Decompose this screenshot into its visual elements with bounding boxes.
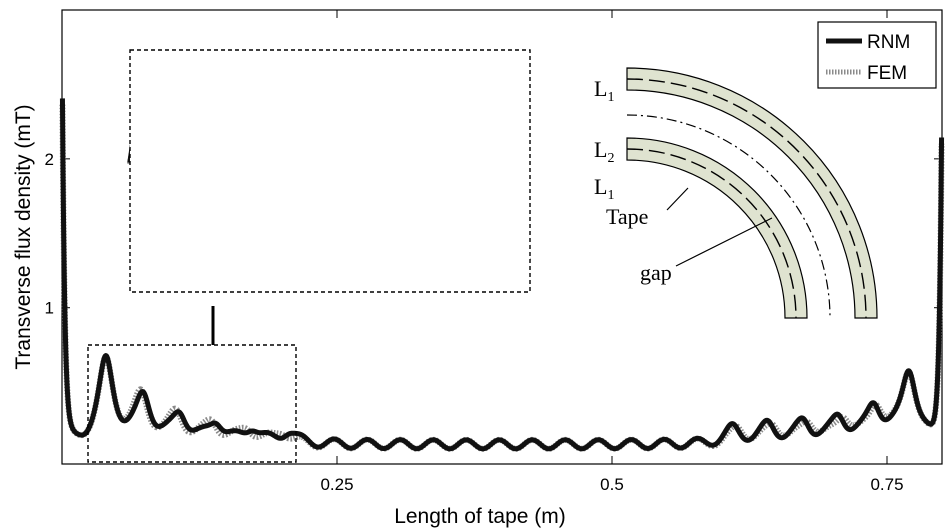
label-l2: L2: [594, 137, 614, 166]
label-gap: gap: [640, 260, 672, 285]
x-tick-label: 0.75: [870, 475, 903, 494]
label-l1-bottom: L1: [594, 174, 614, 203]
tape-pointer: [666, 187, 689, 211]
label-l1-top: L1: [594, 76, 614, 105]
label-tape: Tape: [606, 204, 648, 229]
x-axis-label: Length of tape (m): [394, 505, 566, 528]
outer-tape-line: [626, 78, 867, 319]
x-tick-label: 0.5: [600, 475, 624, 494]
tape-cross-section-diagram: L1 L2 L1 Tape gap: [594, 67, 878, 319]
inner-layer-l1: [626, 137, 808, 319]
series-line-rnm: [59, 98, 945, 452]
legend-label-rnm: RNM: [867, 32, 910, 53]
y-tick-label: 1: [45, 299, 54, 318]
legend-box: [817, 21, 937, 89]
zoom-inset-box: [129, 49, 531, 293]
main-series-lines: [59, 98, 945, 452]
y-axis-label: Transverse flux density (mT): [12, 104, 35, 369]
y-tick-label: 2: [45, 150, 54, 169]
gap-layer-l2: [626, 114, 831, 319]
inner-tape-line: [626, 148, 797, 319]
gap-pointer: [675, 217, 773, 267]
zoom-region-box: [87, 344, 297, 463]
legend-label-fem: FEM: [867, 63, 907, 84]
legend: RNM FEM: [817, 21, 937, 89]
x-tick-label: 0.25: [320, 475, 353, 494]
